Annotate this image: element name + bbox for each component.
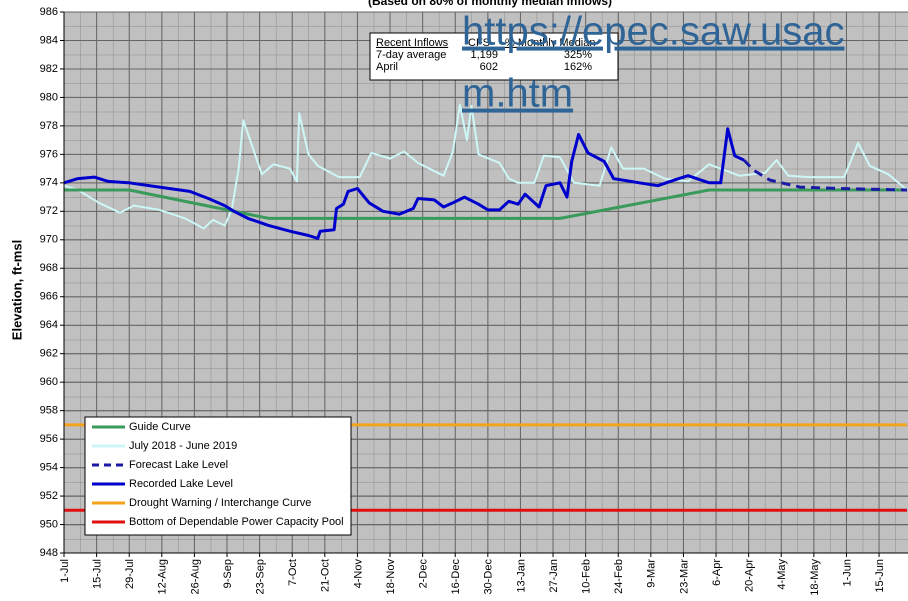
legend-label: Recorded Lake Level (129, 478, 233, 490)
y-tick-label: 972 (40, 205, 58, 217)
y-tick-label: 960 (40, 376, 58, 388)
table-cell: 1,199 (470, 49, 498, 61)
x-tick-label: 30-Dec (483, 559, 495, 595)
x-tick-label: 27-Jan (548, 559, 560, 593)
legend-label: Forecast Lake Level (129, 459, 228, 471)
x-tick-label: 15-Jul (92, 559, 104, 589)
x-tick-label: 9-Sep (222, 559, 234, 588)
table-header: CFS (468, 37, 490, 49)
legend-label: July 2018 - June 2019 (129, 440, 237, 452)
x-tick-label: 26-Aug (189, 559, 201, 594)
x-tick-label: 20-Apr (744, 559, 756, 592)
link[interactable]: https://epec.saw.usac (462, 10, 844, 54)
series-line (63, 103, 908, 230)
y-tick-label: 982 (40, 63, 58, 75)
x-tick-label: 15-Jun (874, 559, 886, 593)
table-header: Recent Inflows (376, 37, 449, 49)
x-tick-label: 1-Jul (59, 559, 71, 583)
x-tick-label: 23-Mar (678, 559, 690, 594)
y-tick-label: 986 (40, 6, 58, 18)
x-tick-label: 1-Jun (841, 559, 853, 587)
y-tick-label: 974 (40, 177, 58, 189)
chart-subtitle: (Based on 80% of monthly median inflows) (368, 0, 612, 8)
table-cell: 162% (564, 61, 592, 73)
x-tick-label: 21-Oct (320, 559, 332, 592)
x-tick-label: 4-Nov (352, 559, 364, 589)
legend-label: Guide Curve (129, 421, 191, 433)
x-tick-label: 13-Jan (515, 559, 527, 593)
legend: Guide Curve July 2018 - June 2019 Forecast… (92, 421, 344, 528)
x-tick-label: 29-Jun (907, 559, 908, 593)
y-tick-label: 966 (40, 291, 58, 303)
y-tick-label: 954 (40, 461, 58, 473)
table-header: % Monthly Median (505, 37, 596, 49)
y-tick-label: 958 (40, 405, 58, 417)
x-tick-label: 2-Dec (418, 559, 430, 589)
y-axis-label: Elevation, ft-msl (9, 240, 24, 340)
x-tick-label: 4-May (776, 559, 788, 590)
x-tick-label: 16-Dec (450, 559, 462, 595)
y-tick-label: 970 (40, 234, 58, 246)
table-cell: 7-day average (376, 49, 446, 61)
series-line (63, 127, 745, 240)
legend-label: Drought Warning / Interchange Curve (129, 497, 311, 509)
table-box (369, 32, 619, 81)
y-tick-label: 956 (40, 433, 58, 445)
y-tick-label: 962 (40, 348, 58, 360)
series-line (742, 159, 908, 192)
y-tick-label: 952 (40, 490, 58, 502)
y-tick-label: 980 (40, 91, 58, 103)
y-tick-label: 948 (40, 547, 58, 559)
table-cell: 602 (480, 61, 498, 73)
x-tick-label: 18-Nov (385, 559, 397, 595)
legend-box (84, 416, 352, 536)
x-tick-label: 10-Feb (581, 559, 593, 594)
y-tick-label: 976 (40, 148, 58, 160)
x-tick-label: 29-Jul (124, 559, 136, 589)
table-cell: 325% (564, 49, 592, 61)
table-cell: April (376, 61, 398, 73)
x-tick-label: 24-Feb (613, 559, 625, 594)
inflows-table: Recent Inflows CFS % Monthly Median 7-da… (369, 32, 619, 81)
legend-label: Bottom of Dependable Power Capacity Pool (129, 516, 344, 528)
y-tick-label: 950 (40, 518, 58, 530)
x-tick-label: 6-Apr (711, 559, 723, 586)
y-tick-label: 984 (40, 34, 58, 46)
x-tick-label: 23-Sep (255, 559, 267, 594)
x-tick-label: 18-May (809, 559, 821, 596)
y-tick-label: 978 (40, 120, 58, 132)
series-line (64, 188, 907, 220)
y-tick-label: 968 (40, 262, 58, 274)
x-tick-label: 7-Oct (287, 559, 299, 586)
x-tick-label: 12-Aug (157, 559, 169, 594)
y-tick-label: 964 (40, 319, 58, 331)
link[interactable]: m.htm (462, 72, 573, 116)
x-tick-label: 9-Mar (646, 559, 658, 588)
